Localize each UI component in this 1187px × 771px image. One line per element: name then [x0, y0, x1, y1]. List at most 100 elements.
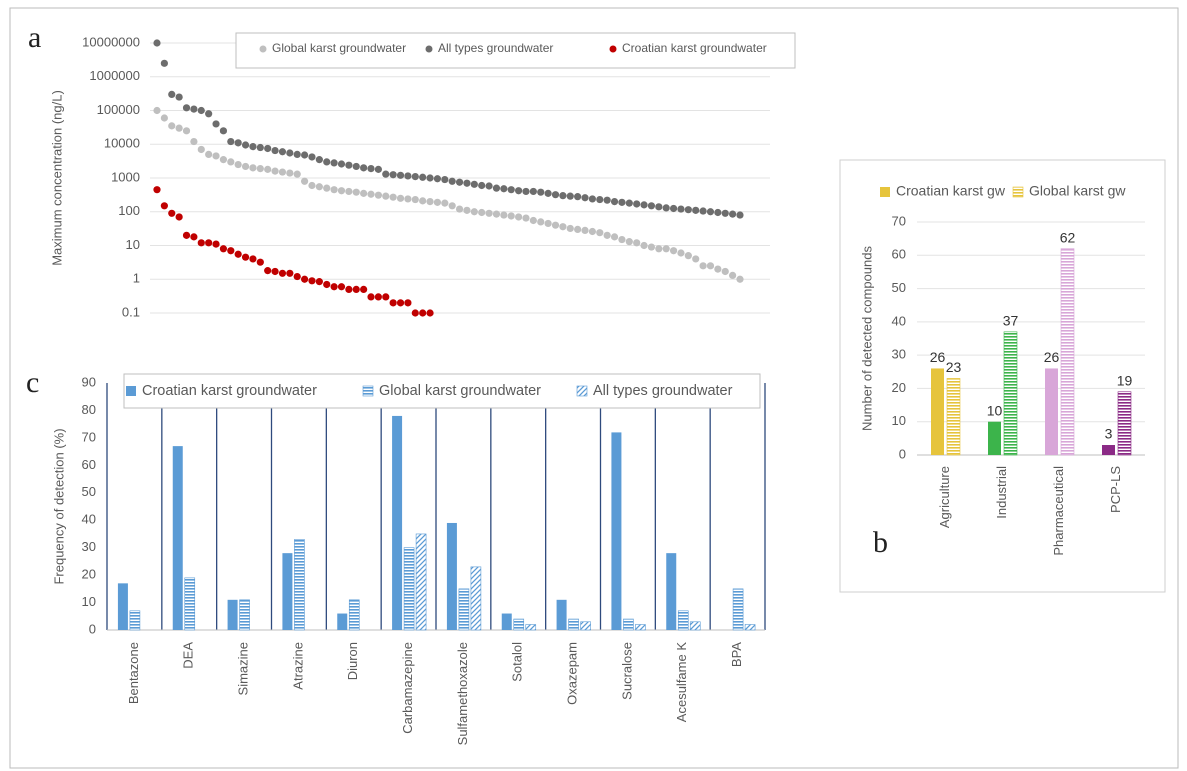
bar	[172, 446, 183, 630]
data-point	[330, 159, 338, 167]
data-point	[596, 229, 604, 237]
data-point	[278, 269, 287, 277]
data-point	[197, 239, 205, 247]
data-point	[197, 106, 205, 115]
y-tick-label: 20	[892, 380, 906, 395]
bar	[337, 613, 348, 630]
legend-label: All types groundwater	[438, 41, 553, 55]
data-point	[662, 245, 670, 253]
data-point	[360, 285, 368, 294]
bar	[470, 566, 482, 631]
data-point	[647, 243, 656, 251]
bar	[403, 547, 415, 631]
data-point	[441, 199, 449, 207]
data-point	[396, 194, 405, 202]
data-point	[168, 209, 176, 217]
data-point	[404, 172, 412, 180]
data-point	[500, 185, 508, 193]
data-point	[212, 240, 220, 248]
data-point	[529, 187, 537, 196]
data-point	[389, 171, 397, 179]
data-point	[367, 190, 375, 198]
y-tick-label: 10	[892, 413, 906, 428]
x-tick-label: Sulfamethoxazole	[455, 642, 470, 745]
data-point	[337, 283, 346, 291]
data-point	[455, 178, 464, 186]
bar	[129, 610, 141, 631]
data-point	[515, 213, 523, 221]
data-point	[345, 285, 353, 294]
data-point	[234, 160, 242, 169]
bar	[556, 599, 567, 630]
legend-label: Global karst gw	[1029, 183, 1126, 199]
data-point	[382, 293, 390, 301]
data-point	[241, 253, 250, 261]
data-point	[293, 272, 301, 281]
y-tick-label: 10	[82, 594, 96, 609]
data-point	[655, 203, 663, 211]
x-tick-label: Simazine	[236, 642, 251, 695]
y-tick-label: 10000000	[82, 34, 140, 49]
y-tick-label: 30	[82, 539, 96, 554]
data-point	[293, 150, 301, 159]
panel-label: c	[26, 366, 39, 399]
y-axis-label: Maximum concentration (ng/L)	[49, 90, 64, 266]
data-point	[382, 192, 390, 200]
data-point	[640, 241, 648, 250]
data-point	[455, 205, 464, 213]
value-label: 3	[1105, 426, 1113, 442]
data-point	[286, 269, 294, 277]
data-point	[699, 207, 707, 215]
x-tick-label: Sotalol	[510, 642, 525, 682]
y-tick-label: 1000000	[89, 68, 140, 83]
legend-swatch	[880, 187, 890, 197]
data-point	[633, 200, 641, 208]
data-point	[581, 226, 589, 235]
bar	[1003, 331, 1018, 456]
x-tick-label: Carbamazepine	[400, 642, 415, 734]
data-point	[396, 171, 405, 179]
legend-label: All types groundwater	[593, 383, 733, 399]
data-point	[212, 152, 220, 160]
data-point	[714, 265, 722, 273]
y-tick-label: 10	[126, 237, 140, 252]
data-point	[360, 189, 368, 197]
data-point	[610, 197, 619, 206]
data-point	[426, 309, 434, 317]
y-tick-label: 70	[82, 429, 96, 444]
data-point	[677, 205, 685, 213]
panel-label: a	[28, 21, 41, 54]
data-point	[330, 283, 338, 291]
data-point	[360, 164, 368, 172]
data-point	[618, 235, 626, 244]
data-point	[448, 202, 456, 210]
y-tick-label: 70	[892, 213, 906, 228]
legend-swatch	[1012, 186, 1024, 198]
data-point	[256, 164, 264, 173]
data-point	[603, 196, 611, 204]
data-point	[522, 214, 530, 222]
bar	[732, 588, 744, 631]
data-point	[234, 250, 242, 258]
value-label: 10	[987, 402, 1003, 418]
data-point	[419, 197, 427, 205]
value-label: 19	[1117, 372, 1133, 388]
data-point	[345, 161, 353, 169]
data-point	[478, 181, 486, 190]
legend-box	[123, 373, 761, 409]
bar	[988, 421, 1001, 455]
data-point	[352, 285, 360, 294]
data-point	[160, 114, 168, 122]
x-tick-label: Acesulfame K	[674, 642, 689, 723]
legend-box	[235, 32, 796, 69]
bar	[392, 415, 403, 630]
x-tick-label: Pharmaceutical	[1051, 466, 1066, 556]
data-point	[175, 213, 183, 221]
y-tick-label: 60	[892, 247, 906, 262]
bar	[525, 624, 537, 631]
data-point	[256, 258, 264, 266]
value-label: 37	[1003, 313, 1019, 329]
bar	[623, 618, 634, 631]
data-point	[249, 255, 257, 263]
data-point	[286, 149, 294, 157]
